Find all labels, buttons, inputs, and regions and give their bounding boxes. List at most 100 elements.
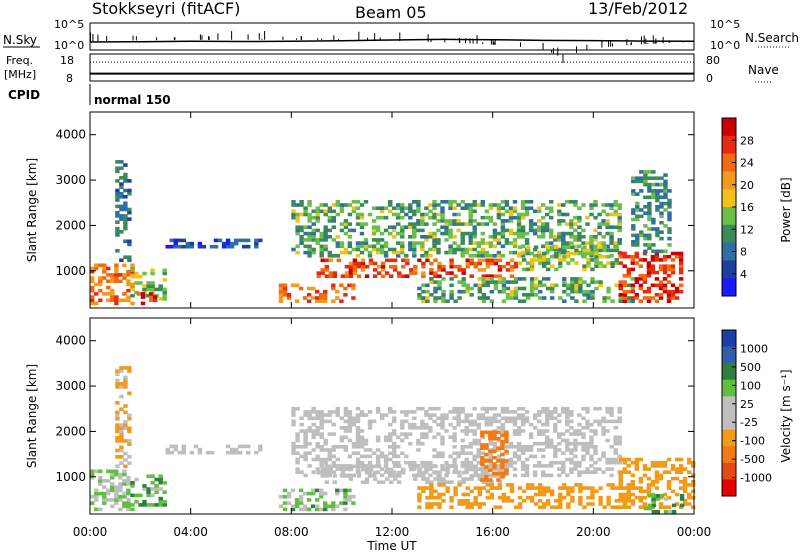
- power-cell-4: [148, 295, 154, 299]
- power-cell-10: [658, 293, 664, 297]
- power-cell-7: [601, 219, 606, 223]
- power-cell-7: [359, 212, 365, 217]
- power-cell-11: [659, 211, 664, 215]
- velocity-cell-5: [617, 416, 622, 421]
- power-cell-5: [335, 296, 340, 300]
- power-cell-8: [529, 261, 535, 265]
- power-cell-1: [123, 179, 128, 183]
- velocity-cell-5: [609, 445, 614, 449]
- velocity-cell-7: [461, 499, 466, 503]
- velocity-cell-4: [286, 491, 292, 496]
- power-cell-10: [638, 286, 643, 291]
- power-cell-1: [127, 258, 132, 263]
- velocity-cell-4: [294, 498, 300, 502]
- velocity-cell-8: [488, 436, 493, 441]
- velocity-cell-2: [162, 499, 167, 504]
- velocity-cell-6: [332, 474, 337, 478]
- power-cell-8: [542, 258, 547, 262]
- power-cell-9: [417, 296, 422, 300]
- velocity-cell-5: [472, 457, 477, 462]
- velocity-cell-9: [638, 480, 643, 484]
- velocity-cell-5: [335, 410, 340, 414]
- velocity-cell-8: [504, 436, 509, 441]
- velocity-cell-5: [504, 419, 510, 424]
- power-cell-6: [509, 268, 515, 272]
- power-cell-7: [359, 215, 365, 220]
- velocity-cell-9: [638, 476, 643, 481]
- velocity-cell-5: [388, 410, 393, 414]
- power-cell-3: [234, 241, 239, 246]
- power-cell-7: [408, 225, 413, 229]
- power-cell-10: [678, 251, 684, 256]
- velocity-cell-0: [114, 498, 119, 502]
- power-cell-8: [525, 267, 531, 272]
- power-cell-9: [562, 280, 567, 284]
- power-cell-9: [578, 289, 583, 294]
- velocity-cell-7: [465, 499, 470, 503]
- velocity-cell-5: [464, 413, 469, 417]
- power-cell-7: [468, 219, 473, 223]
- power-cell-6: [401, 258, 406, 263]
- power-cell-0: [114, 269, 119, 274]
- velocity-cell-5: [464, 432, 469, 436]
- power-cell-7: [520, 200, 526, 204]
- power-cell-6: [368, 258, 374, 263]
- velocity-cell-7: [538, 483, 543, 487]
- velocity-cell-6: [445, 470, 450, 475]
- power-cell-1: [119, 182, 124, 186]
- power-cell-3: [173, 244, 178, 249]
- power-cell-10: [678, 261, 684, 265]
- power-cell-7: [553, 247, 558, 252]
- power-cell-7: [335, 212, 340, 217]
- velocity-cell-7: [417, 499, 422, 503]
- velocity-cell-5: [601, 419, 606, 424]
- power-cell-6: [360, 264, 366, 269]
- power-cell-11: [663, 182, 668, 187]
- velocity-cell-7: [614, 505, 619, 509]
- power-cell-11: [647, 214, 652, 219]
- power-cell-7: [363, 241, 369, 245]
- power-cell-7: [311, 238, 316, 242]
- power-cell-7: [319, 254, 324, 258]
- velocity-cell-6: [441, 467, 446, 472]
- velocity-cell-6: [425, 467, 430, 472]
- velocity-cell-6: [328, 464, 333, 469]
- velocity-cell-5: [532, 426, 538, 430]
- velocity-cell-7: [421, 486, 426, 490]
- power-cell-0: [90, 285, 95, 290]
- power-colorbar-swatch: [722, 278, 736, 297]
- velocity-cell-5: [500, 426, 506, 430]
- velocity-cell-5: [532, 454, 538, 459]
- velocity-cell-5: [585, 410, 590, 414]
- power-ytick-label: 4000: [55, 128, 86, 142]
- power-cell-7: [613, 241, 618, 245]
- velocity-cell-5: [355, 416, 361, 421]
- power-cell-7: [508, 219, 514, 223]
- power-cell-9: [501, 280, 507, 284]
- velocity-cell-5: [480, 470, 485, 474]
- velocity-cell-5: [339, 445, 345, 449]
- power-cell-9: [562, 283, 567, 288]
- velocity-cell-9: [658, 505, 664, 509]
- velocity-cell-5: [577, 441, 582, 446]
- power-cell-5: [331, 283, 336, 288]
- power-cell-7: [396, 222, 401, 226]
- power-cell-9: [582, 299, 587, 303]
- power-cell-10: [646, 289, 652, 294]
- power-cell-9: [517, 299, 523, 303]
- velocity-cell-5: [561, 406, 566, 411]
- power-cell-11: [655, 195, 660, 200]
- velocity-cell-6: [401, 467, 406, 472]
- power-cell-11: [639, 189, 644, 193]
- velocity-cell-9: [674, 457, 680, 462]
- power-cell-7: [307, 200, 312, 204]
- power-cell-7: [355, 215, 361, 220]
- power-cell-1: [119, 217, 124, 221]
- power-cell-7: [319, 209, 324, 214]
- power-cell-9: [441, 299, 446, 303]
- velocity-cell-5: [392, 441, 397, 446]
- velocity-cell-5: [375, 410, 381, 414]
- velocity-cell-7: [509, 489, 515, 494]
- power-cell-7: [472, 209, 477, 214]
